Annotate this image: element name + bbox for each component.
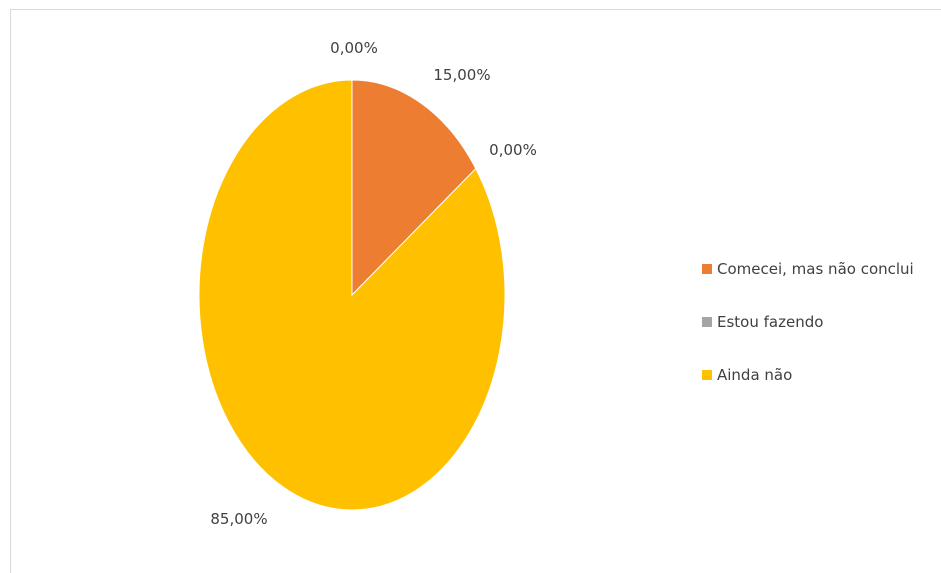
pie-slices bbox=[198, 79, 506, 511]
data-label-comecei: 15,00% bbox=[433, 66, 490, 84]
legend-label: Estou fazendo bbox=[717, 312, 824, 331]
legend-swatch-estou-fazendo bbox=[702, 316, 712, 327]
legend-item-ainda-nao: Ainda não bbox=[702, 361, 914, 388]
legend-swatch-ainda-nao bbox=[702, 369, 712, 380]
legend-swatch-comecei bbox=[702, 263, 712, 274]
data-label-ainda-nao: 85,00% bbox=[210, 510, 267, 528]
data-label-zero-top: 0,00% bbox=[330, 39, 378, 57]
data-label-estou-fazendo: 0,00% bbox=[489, 141, 537, 159]
legend-label: Comecei, mas não conclui bbox=[717, 259, 914, 278]
legend-label: Ainda não bbox=[717, 365, 793, 384]
pie-slice-2 bbox=[198, 79, 506, 511]
pie-data-labels: 0,00% 15,00% 0,00% 85,00% bbox=[210, 39, 536, 528]
legend-item-comecei: Comecei, mas não conclui bbox=[702, 255, 914, 282]
legend-item-estou-fazendo: Estou fazendo bbox=[702, 308, 914, 335]
pie-slice-0 bbox=[351, 79, 477, 297]
legend: Comecei, mas não conclui Estou fazendo A… bbox=[702, 255, 914, 388]
